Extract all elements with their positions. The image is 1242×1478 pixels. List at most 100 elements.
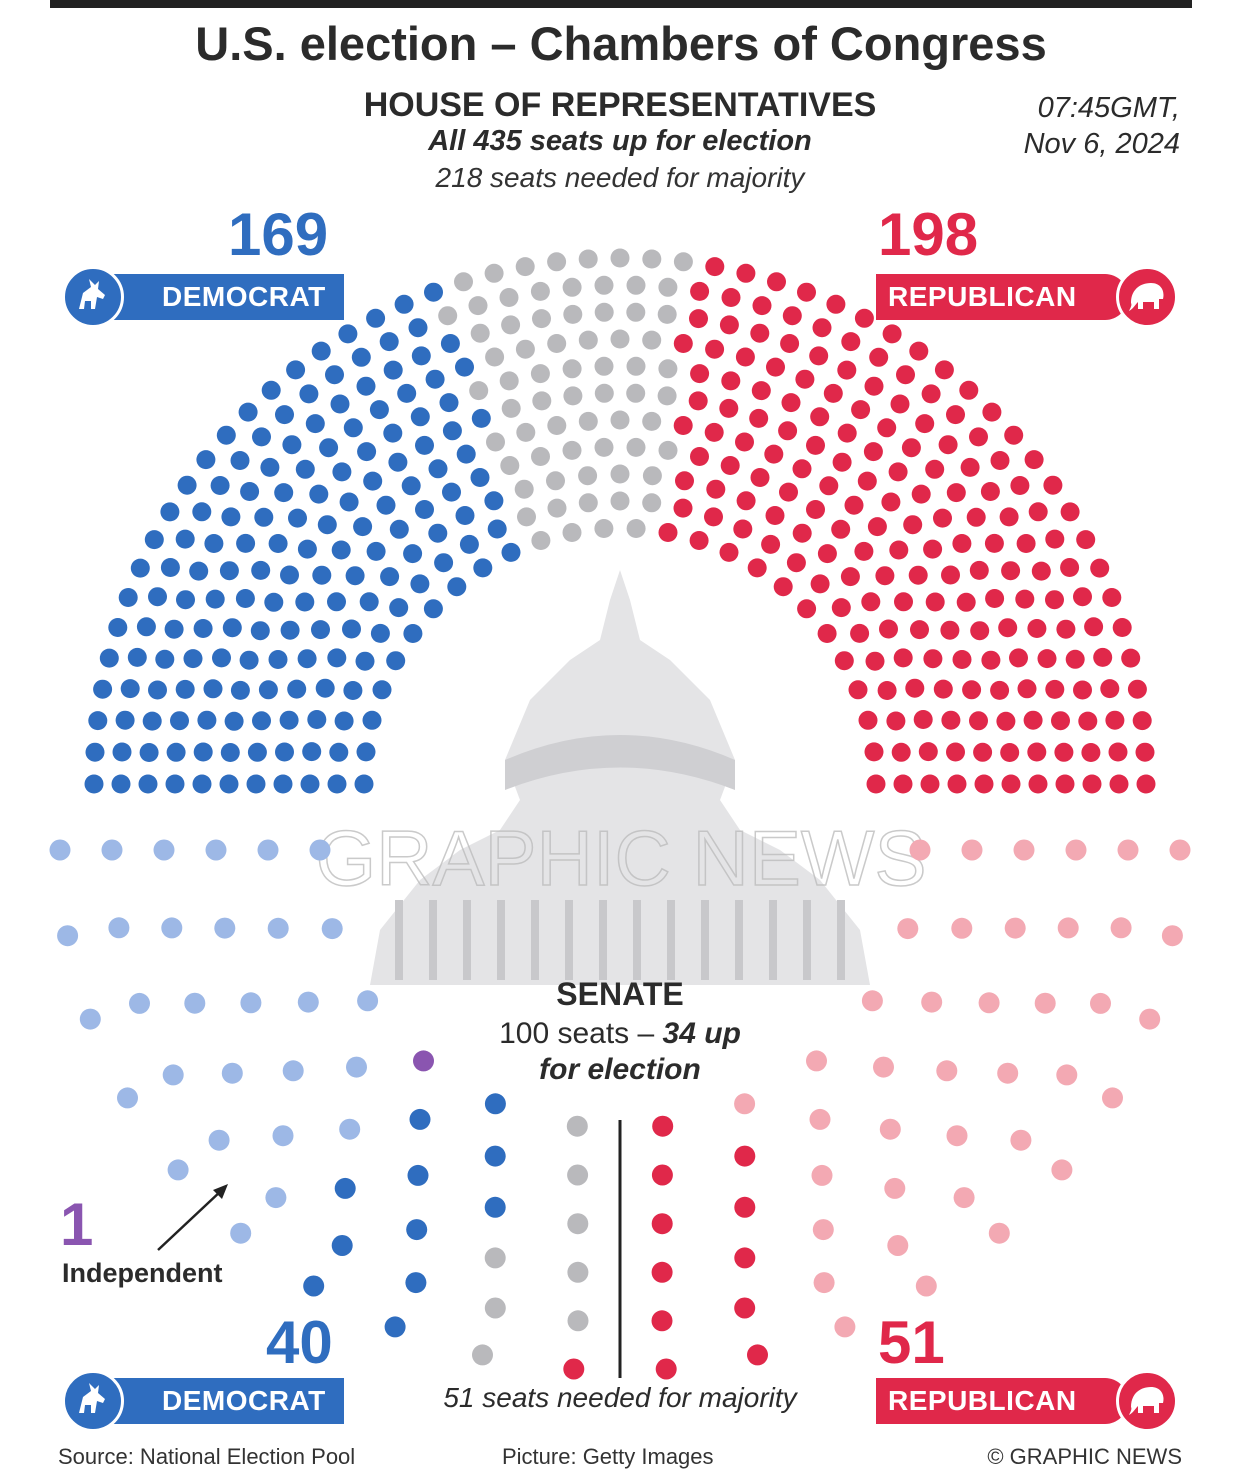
senate-seat [334, 1177, 356, 1199]
house-seat [750, 468, 770, 487]
house-seat [307, 710, 327, 729]
house-seat [455, 506, 475, 525]
senate-seat [129, 992, 150, 1014]
house-democrat-count: 169 [228, 201, 329, 268]
house-seat [485, 347, 505, 367]
house-seat [99, 648, 119, 668]
house-seat [1037, 649, 1057, 669]
house-seat [578, 493, 598, 513]
house-seat [690, 364, 710, 384]
house-seat [311, 620, 330, 640]
house-seat [959, 380, 979, 400]
house-seat [675, 471, 694, 491]
house-seat [890, 394, 910, 414]
house-seat [719, 542, 739, 562]
senate-seat [1004, 917, 1026, 939]
house-seat [295, 459, 315, 479]
senate-seat [734, 1297, 756, 1319]
house-seat [705, 257, 725, 277]
house-seat [221, 507, 241, 527]
house-seat [164, 619, 184, 639]
house-seat [112, 742, 132, 762]
senate-seat [230, 1222, 252, 1244]
capitol-column [667, 900, 675, 980]
house-seat [594, 302, 614, 322]
house-seat [1135, 742, 1155, 762]
house-seat [175, 679, 195, 699]
house-seat [920, 774, 940, 794]
senate-democrat-count: 40 [266, 1309, 333, 1376]
house-seat [642, 493, 662, 513]
house-seat [923, 539, 943, 559]
senate-seat [101, 839, 123, 861]
house-seat [279, 710, 299, 730]
house-seat [260, 457, 280, 477]
house-seat [956, 592, 976, 612]
house-seat [673, 334, 693, 353]
senate-seat [267, 917, 289, 939]
house-seat [858, 710, 878, 730]
house-seat [752, 296, 772, 316]
house-seat [952, 650, 972, 669]
house-seat [626, 302, 646, 322]
house-seat [531, 447, 550, 466]
house-seat [516, 422, 536, 442]
house-seat [984, 533, 1004, 553]
capitol-silhouette [370, 570, 870, 985]
senate-for-election-text: for election [539, 1053, 701, 1086]
house-seat [499, 288, 519, 307]
house-seat [1009, 648, 1028, 668]
house-seat [224, 711, 244, 731]
house-seat [720, 456, 740, 475]
house-seat [750, 323, 770, 343]
house-seat [487, 519, 507, 539]
house-seat [905, 678, 925, 698]
house-seat [240, 482, 260, 501]
house-seat [823, 383, 843, 403]
senate-subheading: 100 seats – 34 up for election [440, 1016, 800, 1088]
house-seat [305, 414, 325, 434]
house-seat [765, 506, 785, 525]
house-seat [501, 315, 521, 335]
independent-label: Independent [62, 1258, 223, 1288]
house-seat [879, 619, 898, 639]
house-seat [297, 539, 317, 559]
senate-seat [734, 1145, 756, 1167]
house-seat [998, 618, 1018, 638]
house-seat [735, 347, 755, 367]
house-seat [331, 540, 351, 560]
senate-seat [484, 1093, 506, 1115]
house-seat [792, 523, 812, 543]
house-seat [216, 425, 236, 445]
house-seat [864, 742, 884, 762]
house-seat [389, 598, 409, 618]
house-seat [851, 400, 871, 420]
house-seat [719, 315, 739, 335]
house-seat [447, 577, 467, 597]
senate-seat [567, 1310, 589, 1332]
house-seat [578, 466, 598, 486]
house-seat [689, 531, 709, 550]
house-seat [546, 471, 565, 491]
house-seat [1093, 647, 1113, 667]
house-seat [626, 383, 646, 403]
house-seat [442, 421, 462, 441]
house-seat [626, 519, 646, 538]
senate-seat [1034, 992, 1056, 1014]
house-seat [974, 774, 994, 794]
house-seat [356, 742, 376, 762]
house-seat [578, 330, 598, 350]
capitol-column [531, 900, 539, 980]
house-seat [547, 498, 567, 518]
house-seat [1136, 774, 1156, 794]
house-seat [1027, 619, 1047, 638]
senate-seat [988, 1222, 1010, 1244]
house-seat [981, 650, 1001, 670]
house-seat [673, 416, 693, 435]
house-seat [969, 560, 989, 580]
house-seat [280, 620, 300, 640]
house-seat [273, 774, 293, 794]
house-seat [657, 386, 677, 406]
house-seat [204, 534, 224, 553]
senate-seat [79, 1008, 101, 1030]
